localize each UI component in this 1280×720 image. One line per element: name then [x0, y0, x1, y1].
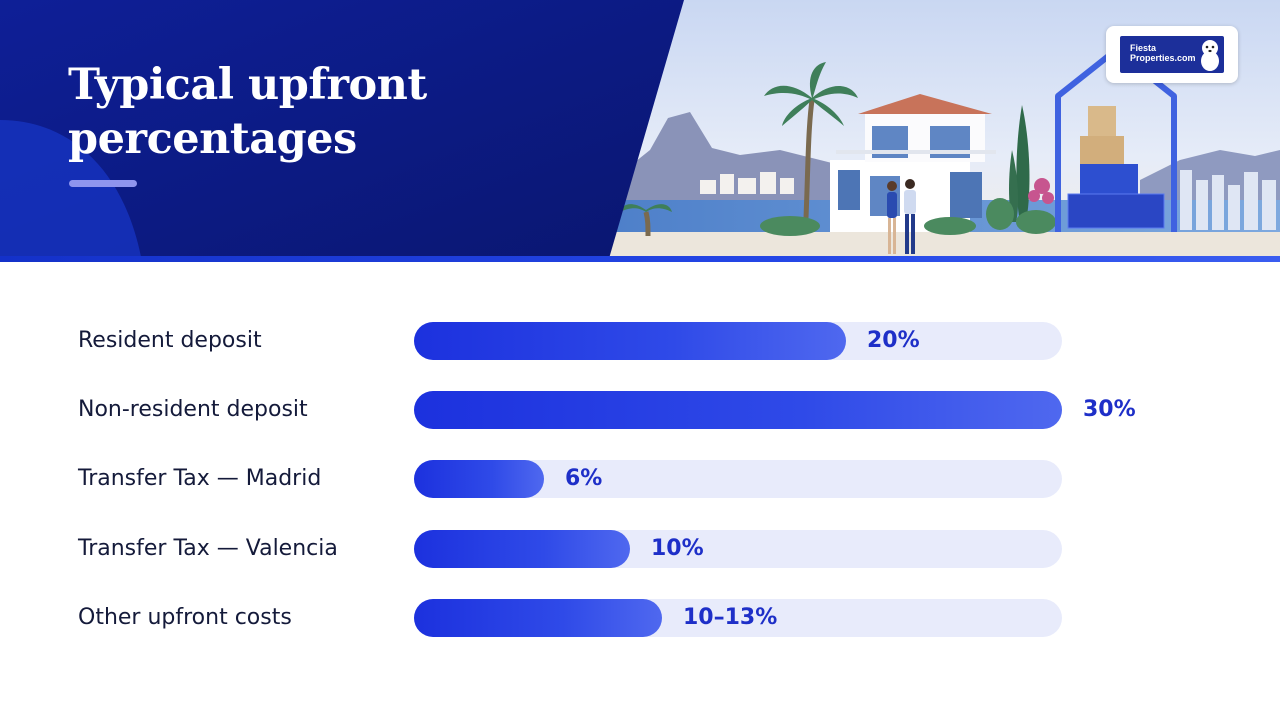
page-title-line-2: percentages — [68, 114, 357, 164]
bar — [414, 599, 662, 637]
bar-track — [414, 391, 1062, 429]
bar — [414, 391, 1062, 429]
brand-logo: Fiesta Properties.com — [1106, 26, 1238, 83]
bar-row: Transfer Tax — Valencia 10% — [0, 529, 1280, 569]
bar-value-label: 30% — [1083, 397, 1136, 422]
bar-track — [414, 530, 1062, 568]
logo-wordmark-line-2: Properties.com — [1130, 53, 1196, 63]
bar-value-label: 10–13% — [683, 605, 778, 630]
dog-mascot-icon — [1201, 40, 1219, 71]
bar-value-label: 6% — [565, 466, 603, 491]
header-bottom-stripe — [0, 256, 1280, 262]
page-title-line-1: Typical upfront — [68, 60, 427, 110]
bar — [414, 322, 846, 360]
bar-row: Other upfront costs 10–13% — [0, 598, 1280, 638]
bar-category-label: Transfer Tax — Madrid — [78, 466, 322, 491]
bar-category-label: Other upfront costs — [78, 605, 292, 630]
upfront-percentages-bar-chart: Resident deposit 20% Non-resident deposit 3… — [0, 262, 1280, 720]
bar-value-label: 20% — [867, 328, 920, 353]
bar — [414, 530, 630, 568]
bar-row: Non-resident deposit 30% — [0, 390, 1280, 430]
bar-track — [414, 460, 1062, 498]
header-banner: Typical upfront percentages Fiesta Prope… — [0, 0, 1280, 262]
bar-track — [414, 599, 1062, 637]
logo-wordmark: Fiesta Properties.com — [1130, 43, 1200, 63]
bar-category-label: Non-resident deposit — [78, 397, 308, 422]
bar-category-label: Transfer Tax — Valencia — [78, 536, 338, 561]
logo-wordmark-line-1: Fiesta — [1130, 43, 1157, 53]
bar-row: Resident deposit 20% — [0, 321, 1280, 361]
page-title: Typical upfront percentages — [68, 58, 588, 166]
bar — [414, 460, 544, 498]
logo-mark: Fiesta Properties.com — [1120, 36, 1224, 73]
bar-value-label: 10% — [651, 536, 704, 561]
bar-track — [414, 322, 1062, 360]
title-underline — [69, 180, 137, 187]
bar-row: Transfer Tax — Madrid 6% — [0, 459, 1280, 499]
bar-category-label: Resident deposit — [78, 328, 262, 353]
title-panel — [0, 0, 684, 262]
